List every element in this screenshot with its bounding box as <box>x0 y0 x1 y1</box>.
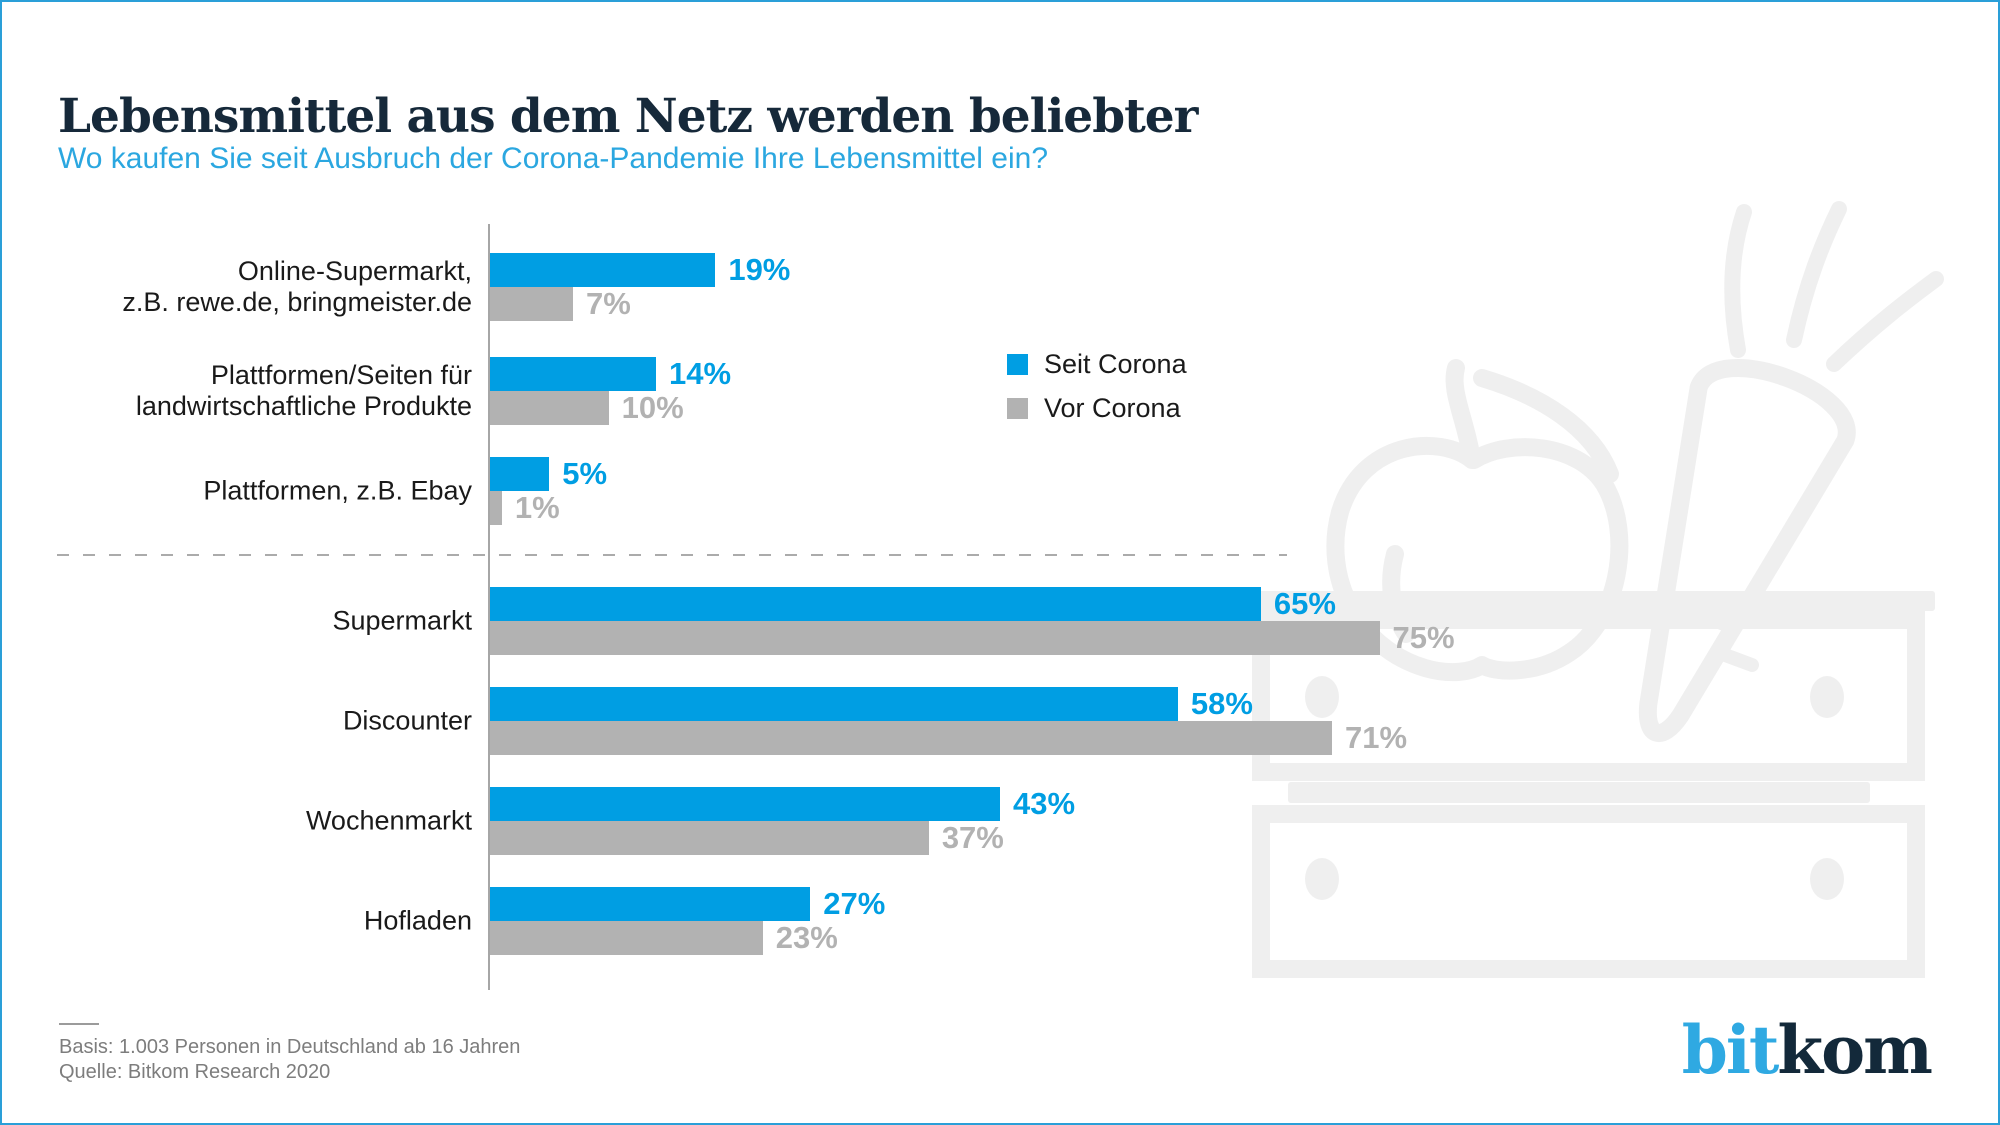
category-label: Plattformen/Seiten für landwirtschaftlic… <box>42 360 472 422</box>
value-label-seit: 14% <box>669 356 732 391</box>
bar-group-plattformen-ebay: Plattformen, z.B. Ebay 5% 1% <box>2 456 1998 525</box>
legend-swatch-vor-corona <box>1007 398 1028 419</box>
category-label: Wochenmarkt <box>42 806 472 837</box>
category-label-line1: Hofladen <box>363 905 472 936</box>
legend-label-vor-corona: Vor Corona <box>1044 393 1181 423</box>
bitkom-logo-kom: kom <box>1777 1011 1933 1089</box>
value-label-seit: 27% <box>823 886 886 921</box>
chart-axis-line <box>488 224 490 990</box>
bar-seit-corona <box>490 357 657 391</box>
produce-crate-illustration <box>1229 201 1944 978</box>
bar-vor-corona <box>490 621 1380 655</box>
bar-seit-corona <box>490 787 1000 821</box>
chart-question-subtitle: Wo kaufen Sie seit Ausbruch der Corona-P… <box>58 142 1049 175</box>
bar-seit-corona <box>490 253 716 287</box>
bar-group-plattformen-landwirtschaft: Plattformen/Seiten für landwirtschaftlic… <box>2 356 1998 425</box>
bar-group-discounter: Discounter 58% 71% <box>2 686 1998 755</box>
value-label-vor: 75% <box>1392 620 1455 655</box>
category-label-line1: Plattformen/Seiten für <box>210 360 472 390</box>
bar-vor-corona <box>490 391 609 425</box>
category-label-line1: Wochenmarkt <box>305 805 472 836</box>
crate-icon <box>1229 591 1935 978</box>
category-label: Online-Supermarkt, z.B. rewe.de, bringme… <box>42 256 472 318</box>
bar-group-hofladen: Hofladen 27% 23% <box>2 886 1998 955</box>
online-offline-separator-line <box>57 554 1287 556</box>
bar-vor-corona <box>490 491 502 525</box>
legend-item-vor-corona: Vor Corona <box>1007 395 1187 422</box>
bar-group-wochenmarkt: Wochenmarkt 43% 37% <box>2 786 1998 855</box>
bar-group-online-supermarkt: Online-Supermarkt, z.B. rewe.de, bringme… <box>2 252 1998 321</box>
bar-seit-corona <box>490 887 811 921</box>
bar-seit-corona <box>490 587 1261 621</box>
bar-vor-corona <box>490 721 1333 755</box>
category-label: Supermarkt <box>42 606 472 637</box>
bar-seit-corona <box>490 687 1178 721</box>
value-label-seit: 65% <box>1273 586 1336 621</box>
bar-group-supermarkt: Supermarkt 65% 75% <box>2 586 1998 655</box>
bar-vor-corona <box>490 921 763 955</box>
value-label-vor: 10% <box>621 390 684 425</box>
value-label-vor: 71% <box>1345 720 1408 755</box>
footer-source: Quelle: Bitkom Research 2020 <box>59 1061 331 1083</box>
category-label-line2: landwirtschaftliche Produkte <box>135 391 472 421</box>
page-title: Lebensmittel aus dem Netz werden beliebt… <box>58 89 1198 145</box>
bar-vor-corona <box>490 287 574 321</box>
value-label-seit: 19% <box>728 252 791 287</box>
value-label-seit: 5% <box>562 456 608 491</box>
bitkom-logo-bit: bit <box>1681 1011 1780 1089</box>
legend-item-seit-corona: Seit Corona <box>1007 351 1187 378</box>
category-label-line1: Plattformen, z.B. Ebay <box>203 475 472 506</box>
category-label-line1: Online-Supermarkt, <box>237 256 472 286</box>
legend-swatch-seit-corona <box>1007 354 1028 375</box>
value-label-vor: 23% <box>775 920 838 955</box>
footer: Basis: 1.003 Personen in Deutschland ab … <box>59 1035 520 1085</box>
footer-divider-line <box>59 1023 99 1025</box>
footer-basis: Basis: 1.003 Personen in Deutschland ab … <box>59 1036 521 1058</box>
bar-vor-corona <box>490 821 929 855</box>
value-label-seit: 43% <box>1012 786 1076 821</box>
category-label-line2: z.B. rewe.de, bringmeister.de <box>122 287 472 317</box>
category-label: Discounter <box>42 706 472 737</box>
legend: Seit Corona Vor Corona <box>1007 351 1187 422</box>
category-label: Hofladen <box>42 906 472 937</box>
category-label: Plattformen, z.B. Ebay <box>42 476 472 507</box>
value-label-seit: 58% <box>1190 686 1253 721</box>
value-label-vor: 37% <box>941 820 1004 855</box>
legend-label-seit-corona: Seit Corona <box>1044 349 1187 379</box>
category-label-line1: Discounter <box>342 705 472 736</box>
category-label-line1: Supermarkt <box>332 605 472 636</box>
bar-seit-corona <box>490 457 550 491</box>
value-label-vor: 1% <box>514 490 560 525</box>
value-label-vor: 7% <box>586 286 631 321</box>
bitkom-logo: bitkom <box>1682 1017 1933 1083</box>
